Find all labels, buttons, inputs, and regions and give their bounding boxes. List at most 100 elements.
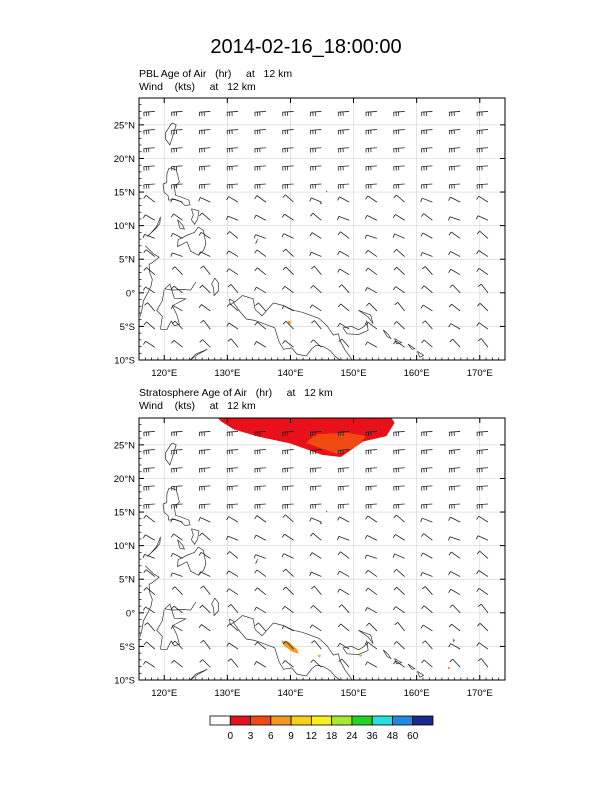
- wind-barb: [393, 606, 405, 614]
- coastline: [191, 208, 200, 225]
- wind-barb: [448, 196, 461, 203]
- colorbar-label: 18: [326, 731, 338, 742]
- y-tick-label: 10°S: [114, 676, 135, 687]
- wind-barb: [253, 534, 267, 541]
- coastline: [233, 302, 341, 360]
- wind-barb: [421, 485, 433, 491]
- wind-barb: [226, 516, 239, 523]
- wind-barb: [198, 183, 211, 189]
- coastline: [189, 348, 208, 360]
- wind-barb: [282, 165, 294, 171]
- wind-barb: [393, 194, 405, 203]
- wind-barb: [281, 553, 294, 559]
- wind-barb: [226, 588, 239, 596]
- wind-barb: [199, 212, 211, 221]
- coastline: [358, 309, 374, 324]
- wind-barb: [254, 111, 266, 117]
- wind-barb: [198, 304, 211, 312]
- wind-barb: [392, 214, 405, 221]
- wind-barb: [282, 514, 294, 523]
- coastline: [156, 601, 197, 651]
- wind-barb: [255, 622, 267, 632]
- wind-barb: [282, 147, 294, 153]
- wind-barb: [476, 503, 488, 509]
- wind-barb: [477, 283, 489, 294]
- wind-barb: [254, 569, 267, 577]
- wind-barb: [476, 183, 488, 189]
- coastline: [165, 122, 177, 146]
- colorbar-label: 0: [227, 731, 233, 742]
- panel-2-subtitle-line1: Stratosphere Age of Air (hr) at 12 km: [139, 387, 333, 399]
- colorbar-swatch: [290, 715, 312, 726]
- coastline: [211, 597, 219, 617]
- wind-barb: [365, 183, 377, 189]
- wind-barb: [420, 624, 433, 632]
- wind-barb: [420, 572, 433, 577]
- wind-barb: [143, 321, 156, 330]
- wind-barb: [198, 165, 211, 171]
- wind-barb: [254, 449, 266, 455]
- wind-barb: [171, 431, 183, 437]
- y-tick-label: 5°N: [119, 575, 135, 586]
- wind-barb: [227, 658, 239, 668]
- wind-barb: [448, 147, 461, 153]
- wind-barb: [253, 234, 266, 239]
- wind-barb: [226, 535, 239, 541]
- wind-barb: [364, 535, 378, 541]
- wind-barb: [448, 323, 461, 330]
- wind-barb: [198, 129, 211, 135]
- coastline: [382, 329, 392, 340]
- wind-barb: [366, 622, 378, 632]
- coastline: [382, 649, 392, 660]
- wind-barb: [448, 503, 461, 509]
- x-tick-label: 130°E: [214, 688, 240, 699]
- wind-barb: [393, 183, 405, 189]
- wind-barb: [337, 147, 350, 153]
- wind-barb: [448, 165, 461, 171]
- colorbar-label: 24: [346, 731, 358, 742]
- wind-barb: [171, 467, 183, 473]
- wind-barb: [310, 605, 322, 614]
- wind-barb: [337, 485, 350, 491]
- wind-barb: [281, 533, 294, 541]
- wind-barb: [421, 129, 433, 135]
- wind-barb: [448, 485, 461, 491]
- coastline: [189, 668, 208, 680]
- wind-barb: [309, 431, 322, 437]
- wind-barb: [171, 485, 183, 491]
- wind-barb: [337, 268, 350, 276]
- colorbar-label: 60: [407, 731, 419, 742]
- wind-barb: [365, 147, 377, 153]
- wind-barb: [449, 604, 461, 614]
- wind-barb: [337, 623, 350, 632]
- coastline: [191, 528, 200, 545]
- wind-barb: [226, 485, 239, 491]
- coastline: [162, 167, 191, 206]
- wind-barb: [200, 265, 211, 275]
- wind-barb: [282, 568, 294, 577]
- colorbar-label: 12: [306, 731, 318, 742]
- wind-barb: [448, 571, 461, 577]
- wind-barb: [310, 212, 322, 221]
- wind-barb: [170, 213, 183, 221]
- wind-barb: [475, 535, 489, 541]
- wind-barb: [254, 165, 266, 171]
- wind-barb: [337, 588, 350, 596]
- y-tick-label: 5°S: [120, 642, 135, 653]
- coastline: [146, 536, 161, 557]
- wind-barb: [254, 485, 266, 491]
- wind-barb: [365, 111, 377, 117]
- wind-barb: [198, 431, 211, 437]
- wind-barb: [198, 197, 211, 203]
- wind-barb: [226, 467, 239, 473]
- wind-barb: [393, 449, 405, 455]
- wind-barb: [393, 321, 405, 330]
- wind-barb: [337, 322, 350, 330]
- wind-barb: [142, 214, 155, 221]
- wind-barb: [282, 431, 294, 437]
- wind-barb: [365, 267, 378, 276]
- wind-barb: [448, 251, 461, 257]
- wind-barb: [254, 341, 267, 348]
- wind-barb: [282, 129, 294, 135]
- wind-barb: [365, 587, 378, 596]
